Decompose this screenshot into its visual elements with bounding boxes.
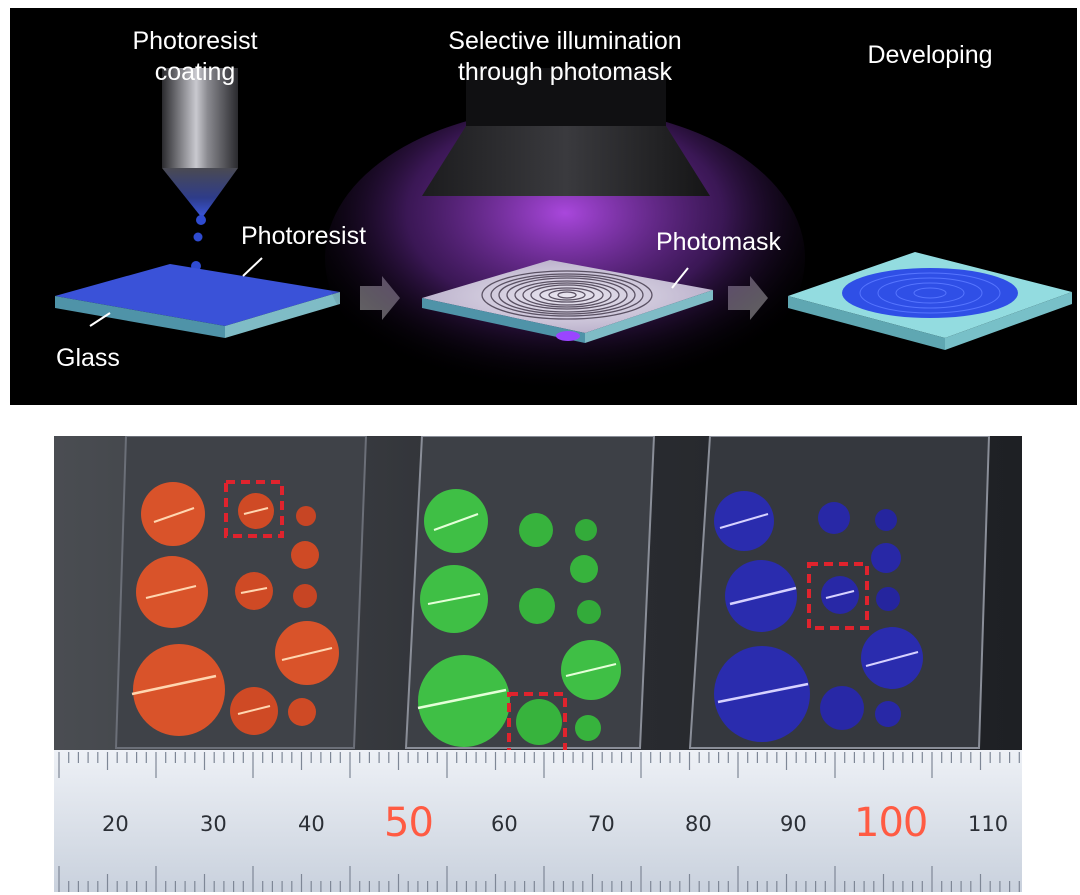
green-lens — [418, 655, 510, 747]
red-lens — [293, 584, 317, 608]
red-lens-highlight — [131, 674, 217, 696]
blue-lens — [820, 686, 864, 730]
blue-lens-highlight — [825, 590, 855, 599]
sample-photograph: 20 30 40 50 60 70 80 90 100 110 — [54, 436, 1022, 892]
droplet — [193, 232, 203, 242]
photomask-label: Photomask — [656, 228, 782, 256]
ruler-label: 70 — [588, 812, 615, 836]
substrate-edge — [945, 292, 1072, 350]
blue-lens-highlight — [865, 651, 919, 667]
green-lens-highlight — [433, 513, 479, 531]
ruler — [54, 750, 1022, 892]
green-lens-highlight — [417, 688, 507, 710]
glass-substrate-edge — [225, 292, 340, 338]
process-diagram: Photoresist coating Selective illuminati… — [10, 8, 1077, 405]
red-lens — [296, 506, 316, 526]
glass-label: Glass — [56, 344, 120, 372]
green-lens-array — [417, 489, 621, 747]
ruler-body — [54, 750, 1022, 892]
lens-rings — [859, 272, 1001, 314]
blue-lens — [876, 587, 900, 611]
process-illustration — [55, 68, 1072, 405]
lamp-housing — [466, 68, 666, 128]
green-lens — [519, 588, 555, 624]
blue-lens — [871, 543, 901, 573]
substrate-edge — [788, 296, 945, 350]
red-lens-highlight — [237, 705, 271, 715]
coating-step-art — [55, 68, 340, 338]
green-lens — [516, 699, 562, 745]
blue-lens-highlight — [719, 513, 769, 529]
ruler-label: 60 — [491, 812, 518, 836]
substrate-edge — [422, 298, 585, 343]
red-lens — [133, 644, 225, 736]
red-lens-array — [131, 482, 339, 736]
blue-lens — [818, 502, 850, 534]
patterned-lens — [842, 268, 1018, 318]
blue-lens-array — [714, 491, 923, 742]
red-lens-highlight — [281, 647, 333, 661]
red-lens-highlight — [153, 507, 195, 523]
photomask — [422, 260, 713, 333]
ruler-label-highlight: 50 — [384, 800, 434, 846]
red-lens-highlight — [145, 585, 197, 599]
droplet — [196, 215, 206, 225]
blue-lens-highlight — [729, 586, 797, 606]
red-lens — [141, 482, 205, 546]
green-lens-highlight — [565, 663, 617, 677]
nozzle-tip — [162, 168, 238, 218]
blue-lens — [875, 701, 901, 727]
highlight-box-blue — [807, 562, 869, 630]
photoresist-layer — [55, 264, 340, 326]
photoresist-leader-line — [242, 257, 263, 277]
glass-substrate-edge — [55, 296, 225, 338]
illumination-step-art — [325, 68, 805, 405]
green-lens — [570, 555, 598, 583]
red-lens — [288, 698, 316, 726]
fresnel-pattern — [481, 270, 653, 320]
ruler-label-highlight: 100 — [854, 800, 928, 846]
blue-lens — [875, 509, 897, 531]
light-source — [422, 126, 710, 196]
green-lens — [575, 519, 597, 541]
green-lens — [519, 513, 553, 547]
glass-leader-line — [89, 312, 111, 327]
ruler-label: 80 — [685, 812, 712, 836]
red-lens-highlight — [243, 507, 269, 515]
blue-lens-highlight — [717, 682, 809, 704]
red-lens — [291, 541, 319, 569]
ruler-label: 110 — [968, 812, 1009, 836]
photoresist-label: Photoresist — [241, 222, 367, 250]
step-title-coating: Photoresist coating — [132, 27, 258, 86]
green-lens — [575, 715, 601, 741]
step-title-developing: Developing — [867, 41, 993, 69]
substrate-edge — [585, 290, 713, 343]
dispensing-nozzle — [162, 68, 238, 168]
developing-step-art — [788, 252, 1072, 350]
ruler-label: 40 — [298, 812, 325, 836]
ruler-label: 30 — [200, 812, 227, 836]
step-title-illumination: Selective illumination through photomask — [448, 27, 682, 86]
ruler-label: 90 — [780, 812, 807, 836]
green-lens-highlight — [427, 593, 481, 605]
green-lens — [577, 600, 601, 624]
highlight-box-red — [224, 480, 284, 538]
photomask-leader-line — [671, 267, 689, 289]
ruler-label: 20 — [102, 812, 129, 836]
red-lens-highlight — [240, 587, 268, 594]
uv-spot — [556, 331, 580, 341]
photo-scene — [54, 436, 1022, 892]
